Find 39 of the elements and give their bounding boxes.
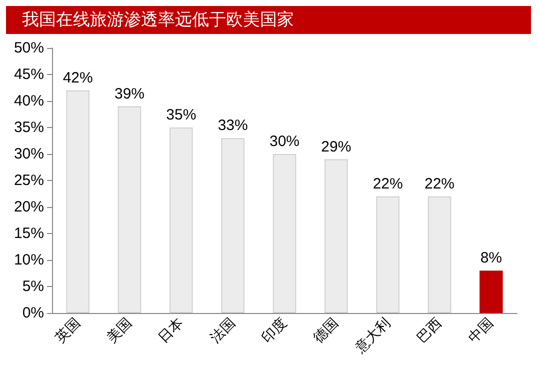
x-tick-label: 中国 [466, 315, 497, 346]
data-label: 35% [166, 106, 196, 124]
x-tick-label: 巴西 [414, 315, 446, 346]
bar [324, 159, 348, 313]
y-tick-label: 0% [22, 304, 44, 322]
data-label: 33% [218, 117, 248, 134]
bar [170, 128, 193, 313]
data-label: 42% [62, 69, 93, 86]
y-tick-label: 50% [14, 40, 44, 56]
bar [428, 196, 452, 313]
data-label: 22% [424, 175, 455, 192]
x-tick-label: 日本 [156, 315, 187, 346]
y-tick-label: 5% [22, 278, 44, 295]
x-tick-label: 印度 [259, 315, 290, 346]
x-tick-label: 意大利 [352, 315, 394, 358]
x-tick-label: 英国 [52, 315, 84, 346]
y-tick-label: 40% [14, 92, 44, 110]
y-tick-label: 25% [14, 172, 44, 189]
data-label: 8% [480, 250, 502, 267]
x-tick-label: 美国 [104, 315, 136, 346]
y-tick-label: 35% [14, 119, 44, 136]
bar [221, 138, 244, 313]
data-label: 29% [321, 138, 352, 156]
data-label: 30% [269, 133, 300, 150]
y-tick-label: 10% [14, 252, 44, 268]
bar [480, 270, 503, 313]
y-tick-label: 45% [14, 66, 44, 83]
x-tick-label: 德国 [310, 315, 342, 346]
x-tick-label: 法国 [207, 315, 238, 346]
chart-title: 我国在线旅游渗透率远低于欧美国家 [6, 6, 531, 34]
y-tick-label: 15% [14, 225, 44, 242]
bar [272, 154, 296, 313]
data-label: 39% [114, 85, 145, 102]
y-tick-label: 30% [14, 146, 44, 162]
bar [66, 90, 90, 313]
bar [376, 196, 400, 313]
y-tick-label: 20% [14, 198, 44, 216]
bar [118, 106, 142, 313]
data-label: 22% [372, 175, 403, 192]
